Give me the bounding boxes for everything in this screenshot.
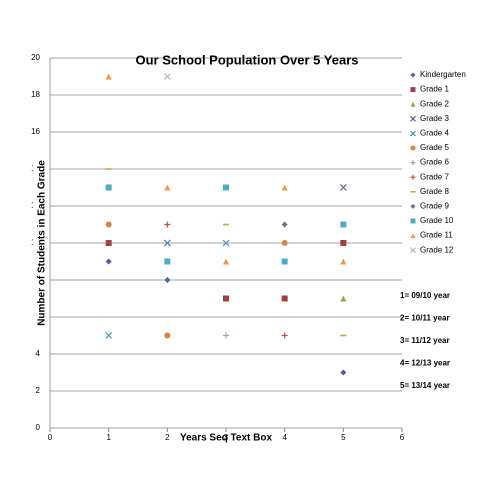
y-tick-label: 18 [31,90,40,99]
point [163,239,171,247]
y-tick-label: 4 [36,349,41,358]
y-title-backdrop [33,150,49,330]
x-tick-label: 1 [106,433,111,442]
legend-marker [410,247,416,254]
legend-label: Grade 2 [420,99,449,108]
legend-label: Grade 6 [420,158,449,167]
legend-marker [410,145,416,151]
y-tick-label: 0 [36,423,41,432]
point [105,221,112,228]
point [339,184,347,191]
legend-label: Grade 9 [420,202,449,211]
legend-label: Grade 11 [420,231,453,240]
annotation: 5= 13/14 year [400,381,450,390]
legend-label: Grade 10 [420,216,454,225]
x-tick-label: 3 [224,433,229,442]
legend-marker [410,174,416,180]
legend-marker [410,160,416,166]
point [164,184,171,191]
x-tick-label: 4 [282,433,287,442]
point [105,240,112,246]
point [164,221,171,228]
point [223,258,229,265]
point [281,221,288,228]
y-tick-label: 16 [31,127,40,136]
point [222,239,230,247]
point [105,258,112,265]
legend-label: Grade 4 [420,129,449,138]
point [281,295,288,302]
legend-marker [410,87,416,93]
point [281,184,288,191]
point [164,332,171,339]
legend-label: Grade 8 [420,187,449,196]
legend-marker [410,203,416,209]
point [281,258,288,265]
x-axis-title: Years Seq Text Box [180,433,273,444]
y-tick-label: 20 [31,53,40,62]
annotation: 1= 09/10 year [400,291,450,300]
legend-marker [410,72,416,78]
legend-label: Kindergarten [420,70,466,79]
annotation: 2= 10/11 year [400,314,450,323]
point [340,240,347,246]
legend-marker [410,218,416,224]
annotation: 3= 11/12 year [400,336,450,345]
legend-label: Grade 3 [420,114,449,123]
point [223,184,229,191]
legend-marker [410,101,416,107]
y-tick-label: 2 [36,386,41,395]
point [105,73,112,80]
point [105,332,113,339]
point [164,258,171,265]
point [105,184,112,191]
y-axis-title: Number of Students in Each Grade [37,160,48,326]
point [281,240,288,246]
x-tick-label: 2 [165,433,170,442]
x-tick-label: 0 [48,433,53,442]
point [340,221,347,228]
point [223,332,229,339]
legend-marker [410,115,416,122]
legend-label: Grade 1 [420,85,449,94]
annotation: 4= 12/13 year [400,359,450,368]
legend-label: Grade 7 [420,172,449,181]
chart-title: Our School Population Over 5 Years [136,52,359,67]
point [340,369,347,376]
point [340,258,347,265]
x-tick-label: 5 [341,433,346,442]
point [164,277,171,283]
point [163,73,171,80]
point [281,332,288,339]
legend-marker [410,233,416,239]
point [223,295,229,302]
legend-label: Grade 12 [420,245,454,254]
x-tick-label: 6 [400,433,405,442]
point [340,295,347,302]
legend-marker [410,130,416,137]
legend-label: Grade 5 [420,143,449,152]
